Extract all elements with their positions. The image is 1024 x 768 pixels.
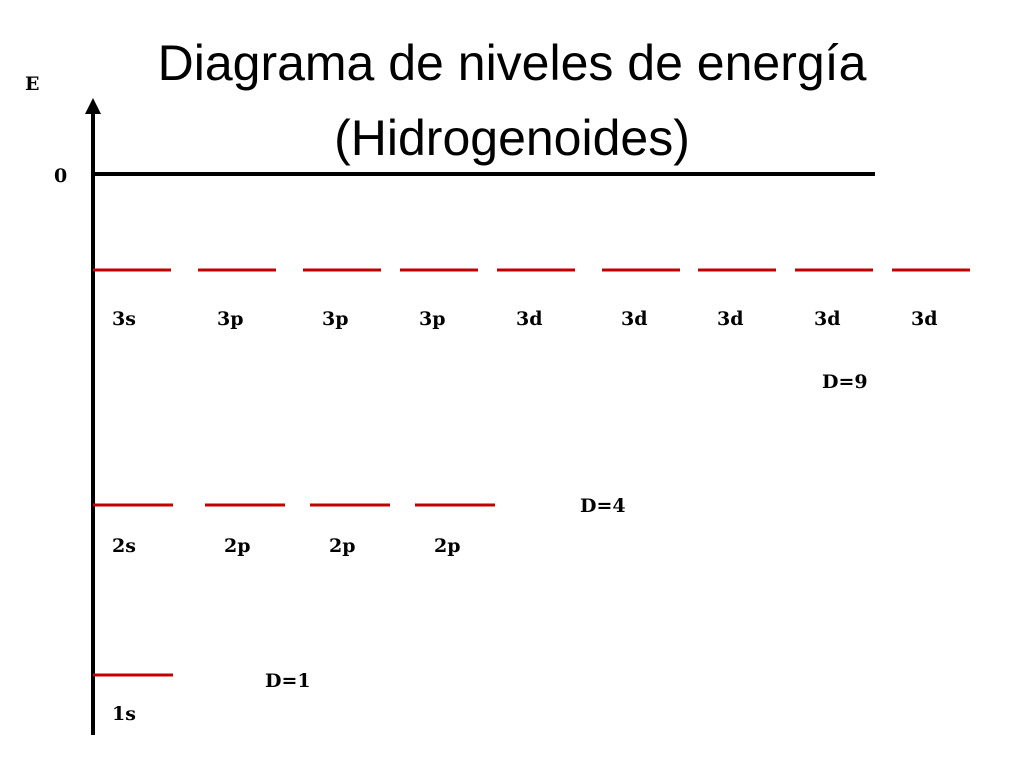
orbital-label: 3s <box>112 308 136 330</box>
orbital-label: 3p <box>217 308 244 330</box>
orbital-label: 3d <box>814 308 841 330</box>
orbital-label: 2p <box>434 535 461 557</box>
orbital-label: 3p <box>419 308 446 330</box>
orbital-label: 3d <box>911 308 938 330</box>
orbital-label: 3d <box>516 308 543 330</box>
title-line: Diagrama de niveles de energía <box>158 35 867 91</box>
orbital-label: 1s <box>112 703 136 725</box>
degeneracy-label: D=1 <box>265 670 311 692</box>
orbital-label: 3d <box>621 308 648 330</box>
title-line: (Hidrogenoides) <box>334 110 690 166</box>
orbital-label: 3p <box>322 308 349 330</box>
zero-label: 0 <box>54 165 67 187</box>
axis-arrow <box>85 98 101 114</box>
orbital-label: 2p <box>224 535 251 557</box>
axis-label: E <box>25 73 39 95</box>
degeneracy-label: D=4 <box>580 495 626 517</box>
degeneracy-label: D=9 <box>822 371 868 393</box>
orbital-label: 2p <box>329 535 356 557</box>
orbital-label: 2s <box>112 535 136 557</box>
orbital-label: 3d <box>717 308 744 330</box>
